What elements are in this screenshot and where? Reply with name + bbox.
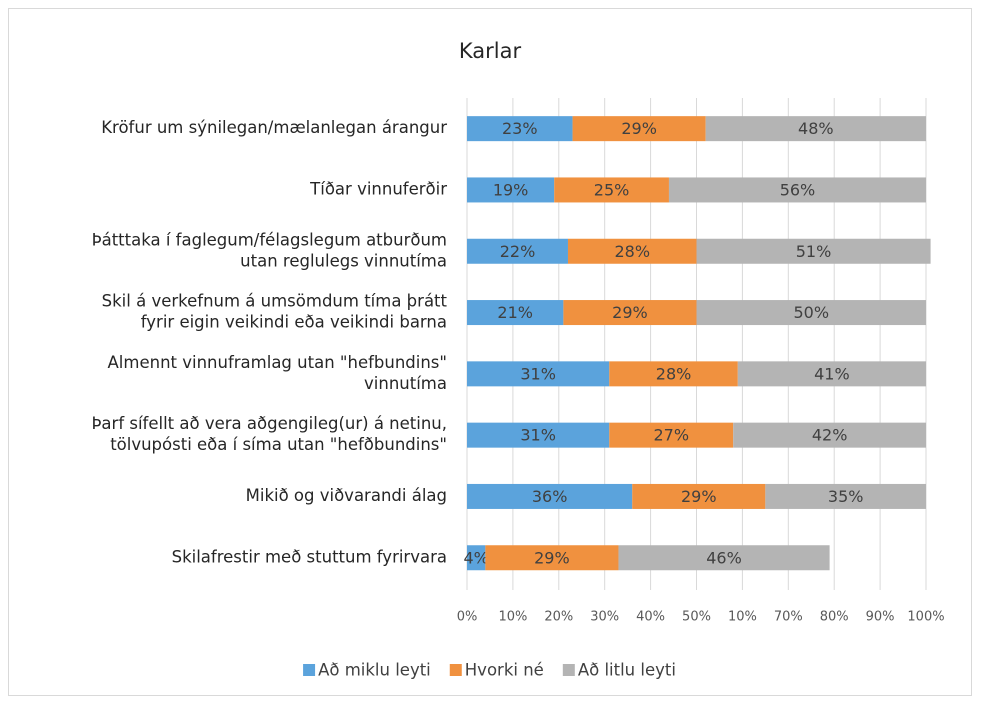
- y-tick-label: Skilafrestir með stuttum fyrirvara: [172, 547, 447, 566]
- data-label: 51%: [796, 242, 832, 261]
- data-label: 29%: [534, 548, 570, 567]
- legend-label: Hvorki né: [465, 661, 544, 680]
- bar-segment: [572, 116, 706, 142]
- data-label: 31%: [520, 364, 556, 383]
- bar-segment: [733, 422, 926, 448]
- bar-segment: [467, 483, 633, 509]
- data-label: 29%: [681, 487, 717, 506]
- x-tick-label: 90%: [866, 610, 895, 625]
- bar-segment: [696, 300, 926, 326]
- x-tick-label: 0%: [457, 610, 478, 625]
- legend-swatch: [449, 664, 462, 676]
- data-label: 25%: [594, 180, 630, 199]
- bar-segment: [554, 177, 669, 203]
- data-label: 29%: [621, 119, 657, 138]
- x-tick-label: 20%: [544, 610, 573, 625]
- bar-segment: [609, 361, 738, 387]
- data-label: 22%: [500, 242, 536, 261]
- bar-segment: [609, 422, 734, 448]
- data-label: 29%: [612, 303, 648, 322]
- legend-swatch: [303, 664, 316, 676]
- y-tick-label: vinnutíma: [364, 374, 447, 393]
- bar-segment: [765, 483, 926, 509]
- bar-segment: [668, 177, 926, 203]
- legend-swatch: [562, 664, 575, 676]
- data-label: 19%: [493, 180, 529, 199]
- bar-segment: [467, 422, 610, 448]
- data-label: 21%: [497, 303, 533, 322]
- y-tick-label: Skil á verkefnum á umsömdum tíma þrátt: [102, 292, 448, 311]
- data-label: 41%: [814, 364, 850, 383]
- data-label: 48%: [798, 119, 834, 138]
- y-tick-label: Kröfur um sýnilegan/mælanlegan árangur: [101, 118, 447, 137]
- bar-segment: [705, 116, 926, 142]
- data-label: 56%: [780, 180, 816, 199]
- data-label: 50%: [793, 303, 829, 322]
- x-tick-label: 70%: [774, 610, 803, 625]
- data-label: 28%: [656, 364, 692, 383]
- data-label: 42%: [812, 426, 848, 445]
- y-tick-label: Þarf sífellt að vera aðgengileg(ur) á ne…: [91, 414, 447, 433]
- bar-segment: [567, 238, 697, 264]
- data-label: 27%: [653, 426, 689, 445]
- y-tick-label: utan reglulegs vinnutíma: [240, 251, 447, 270]
- x-tick-label: 80%: [820, 610, 849, 625]
- data-label: 46%: [706, 548, 742, 567]
- bar-segment: [563, 300, 697, 326]
- x-tick-label: 10%: [728, 610, 757, 625]
- y-tick-label: Almennt vinnuframlag utan "hefbundins": [108, 353, 447, 372]
- bar-segment: [696, 238, 931, 264]
- bar-segment: [467, 177, 555, 203]
- bar-segment: [467, 545, 486, 571]
- y-tick-label: Tíðar vinnuferðir: [309, 179, 447, 198]
- bar-segment: [467, 238, 568, 264]
- x-tick-label: 100%: [907, 610, 944, 625]
- data-label: 35%: [828, 487, 864, 506]
- legend-label: Að litlu leyti: [578, 661, 676, 680]
- y-tick-label: Mikið og viðvarandi álag: [246, 486, 447, 505]
- data-label: 23%: [502, 119, 538, 138]
- y-tick-label: tölvupósti eða í síma utan "hefðbundins": [110, 435, 447, 454]
- data-label: 28%: [614, 242, 650, 261]
- y-tick-label: fyrir eigin veikindi eða veikindi barna: [141, 313, 447, 332]
- y-tick-label: Þátttaka í faglegum/félagslegum atburðum: [92, 230, 447, 249]
- data-label: 31%: [520, 426, 556, 445]
- x-tick-label: 50%: [682, 610, 711, 625]
- x-tick-label: 30%: [590, 610, 619, 625]
- x-tick-label: 10%: [498, 610, 527, 625]
- x-tick-label: 40%: [636, 610, 665, 625]
- chart-title: Karlar: [459, 39, 522, 63]
- bar-segment: [632, 483, 766, 509]
- bar-segment: [737, 361, 926, 387]
- bar-segment: [467, 361, 610, 387]
- bar-segment: [467, 116, 573, 142]
- data-label: 4%: [463, 548, 488, 567]
- data-label: 36%: [532, 487, 568, 506]
- bar-segment: [618, 545, 830, 571]
- legend-label: Að miklu leyti: [318, 661, 431, 680]
- bar-segment: [467, 300, 564, 326]
- bar-segment: [485, 545, 619, 571]
